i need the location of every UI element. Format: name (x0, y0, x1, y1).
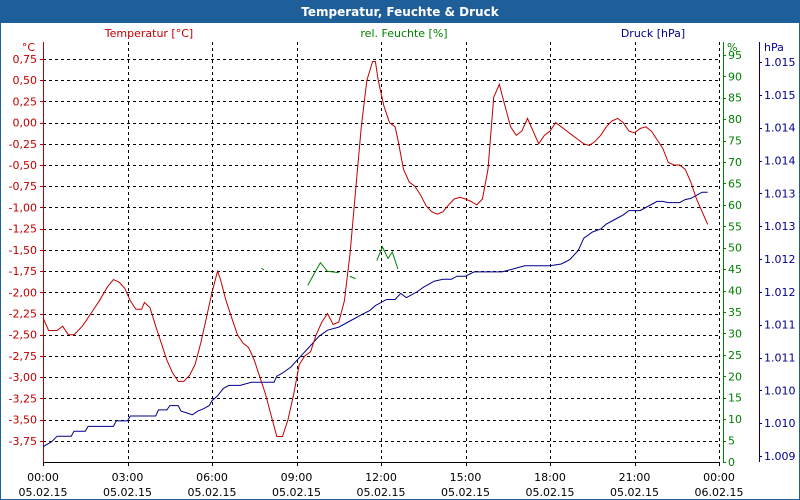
middle-axis-unit: % (727, 41, 737, 54)
pressure-line (42, 191, 708, 448)
pressure-label: Druck [hPa] (621, 27, 685, 40)
left-tick-label: -1,50 (9, 244, 37, 257)
chart-canvas: °C0,75 0,50 0,25 0,00 -0,25 -0,50 -0,75 -1,00 -1… (9, 27, 796, 499)
left-tick-label: -0,50 (9, 159, 37, 172)
x-axis-ticks: 00:00 05.02.15 03:00 05.02.15 06:00 05.02.15 0… (19, 462, 744, 499)
right-tick-label: 1.009 (764, 450, 796, 463)
right-tick-label: 1.012 (764, 253, 796, 266)
right-tick-label: 1.013 (764, 187, 796, 200)
right-tick-label: 1.013 (764, 220, 796, 233)
middle-tick-label: 70 (728, 156, 742, 169)
middle-tick-label: 45 (728, 263, 742, 276)
left-tick-label: -3,25 (9, 392, 37, 405)
grid-lines (43, 42, 720, 462)
left-tick-label: 0,00 (13, 117, 38, 130)
left-tick-label: -1,00 (9, 201, 37, 214)
middle-tick-label: 35 (728, 306, 742, 319)
middle-tick-label: 85 (728, 92, 742, 105)
x-tick-time: 12:00 (365, 471, 397, 484)
x-tick-time: 09:00 (281, 471, 313, 484)
x-tick-time: 03:00 (112, 471, 144, 484)
x-tick-time: 06:00 (196, 471, 228, 484)
right-tick-label: 1.011 (764, 319, 796, 332)
window-title: Temperatur, Feuchte & Druck (1, 1, 799, 23)
x-tick-time: 00:00 (703, 471, 735, 484)
middle-tick-label: 55 (728, 220, 742, 233)
left-tick-label: -2,75 (9, 350, 37, 363)
left-tick-label: 0,75 (13, 53, 38, 66)
temperature-line (42, 61, 709, 437)
x-tick-date: 06.02.15 (695, 486, 744, 499)
middle-tick-label: 25 (728, 349, 742, 362)
humidity-line-segment (261, 267, 265, 271)
x-tick-time: 21:00 (619, 471, 651, 484)
humidity-line-segment (307, 261, 339, 286)
right-tick-label: 1.011 (764, 352, 796, 365)
middle-tick-label: 0 (728, 456, 735, 469)
right-tick-label: 1.014 (764, 122, 796, 135)
right-tick-label: 1.010 (764, 417, 796, 430)
left-tick-label: -1,25 (9, 223, 37, 236)
humidity-label: rel. Feuchte [%] (360, 27, 447, 40)
x-tick-date: 05.02.15 (188, 486, 237, 499)
x-tick-time: 15:00 (450, 471, 482, 484)
left-tick-label: -1,75 (9, 265, 37, 278)
right-tick-label: 1.014 (764, 155, 796, 168)
x-tick-date: 05.02.15 (357, 486, 406, 499)
left-tick-label: -2,50 (9, 329, 37, 342)
middle-tick-label: 75 (728, 135, 742, 148)
middle-tick-label: 60 (728, 199, 742, 212)
left-axis-ticks: °C0,75 0,50 0,25 0,00 -0,25 -0,50 -0,75 -1,00 -1… (9, 41, 43, 448)
humidity-line-segment (376, 245, 399, 270)
x-tick-date: 05.02.15 (526, 486, 575, 499)
middle-tick-label: 50 (728, 242, 742, 255)
x-tick-date: 05.02.15 (441, 486, 490, 499)
x-tick-time: 18:00 (534, 471, 566, 484)
right-axis-ticks: hPa 1.015 1.015 1.014 1.014 1.013 1.013 1.012 1.… (759, 41, 796, 463)
middle-tick-label: 80 (728, 113, 742, 126)
middle-tick-label: 90 (728, 70, 742, 83)
right-tick-label: 1.015 (764, 56, 796, 69)
middle-tick-label: 30 (728, 327, 742, 340)
middle-tick-label: 40 (728, 285, 742, 298)
middle-tick-label: 95 (728, 49, 742, 62)
left-tick-label: -2,00 (9, 286, 37, 299)
middle-tick-label: 65 (728, 177, 742, 190)
left-tick-label: -3,50 (9, 414, 37, 427)
series-labels: Temperatur [°C] rel. Feuchte [%] Druck [hP… (104, 27, 685, 40)
series-lines (42, 61, 709, 448)
right-axis-unit: hPa (764, 41, 784, 54)
temperature-label: Temperatur [°C] (104, 27, 193, 40)
x-tick-date: 05.02.15 (103, 486, 152, 499)
left-tick-label: -3,75 (9, 435, 37, 448)
middle-tick-label: 10 (728, 413, 742, 426)
right-tick-label: 1.010 (764, 384, 796, 397)
x-tick-date: 05.02.15 (610, 486, 659, 499)
left-tick-label: -2,25 (9, 308, 37, 321)
left-tick-label: 0,25 (13, 95, 38, 108)
humidity-line-segment (349, 275, 356, 280)
left-tick-label: -0,25 (9, 138, 37, 151)
left-axis-unit: °C (22, 41, 36, 54)
middle-tick-label: 5 (728, 435, 735, 448)
left-tick-label: -3,00 (9, 371, 37, 384)
x-tick-time: 00:00 (27, 471, 59, 484)
middle-tick-label: 15 (728, 392, 742, 405)
left-tick-label: 0,50 (13, 74, 38, 87)
left-tick-label: -0,75 (9, 180, 37, 193)
x-tick-date: 05.02.15 (19, 486, 68, 499)
right-tick-label: 1.012 (764, 286, 796, 299)
middle-tick-label: 20 (728, 370, 742, 383)
right-tick-label: 1.015 (764, 89, 796, 102)
x-tick-date: 05.02.15 (272, 486, 321, 499)
